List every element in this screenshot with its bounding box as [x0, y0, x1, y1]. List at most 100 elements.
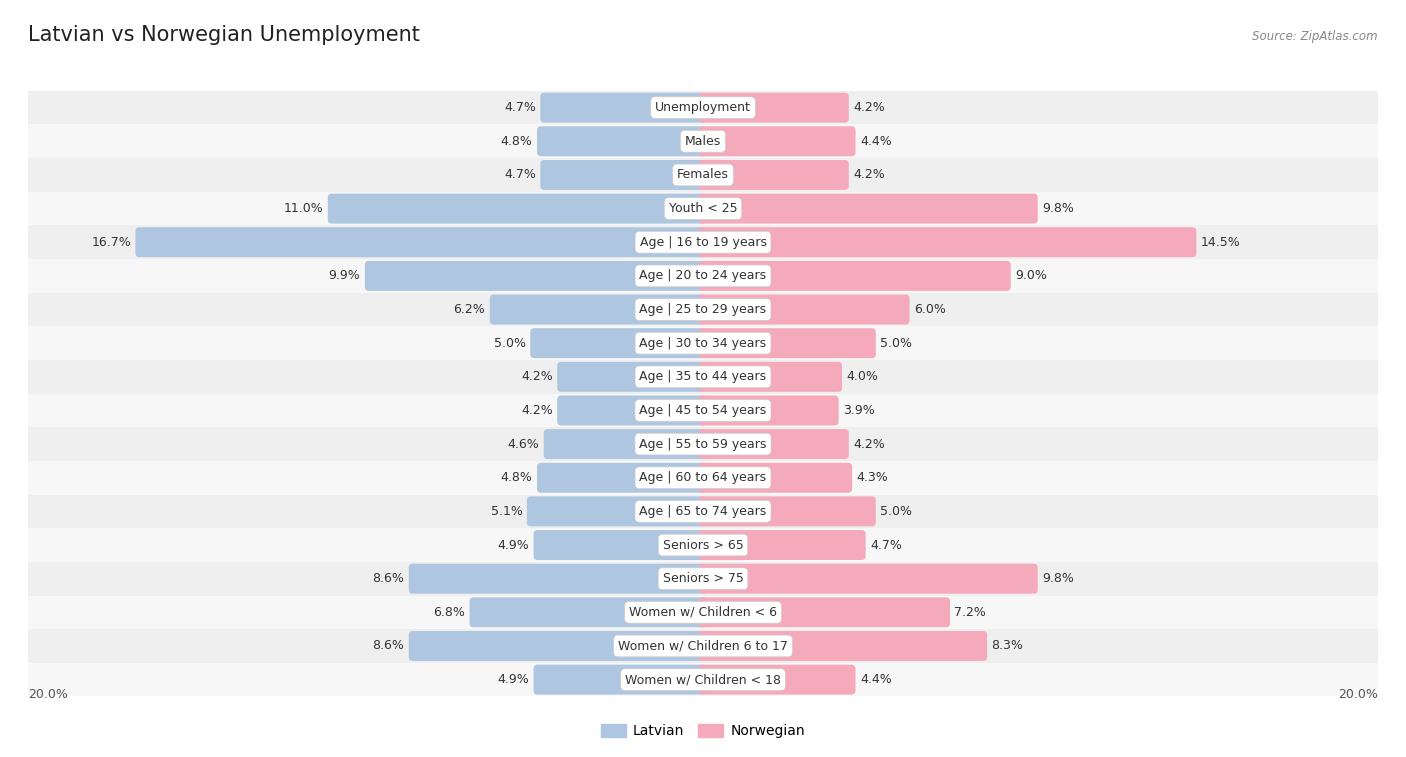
- Text: 7.2%: 7.2%: [955, 606, 986, 618]
- Text: 5.0%: 5.0%: [494, 337, 526, 350]
- Text: Age | 16 to 19 years: Age | 16 to 19 years: [640, 235, 766, 249]
- FancyBboxPatch shape: [699, 160, 849, 190]
- FancyBboxPatch shape: [540, 92, 707, 123]
- FancyBboxPatch shape: [537, 126, 707, 156]
- FancyBboxPatch shape: [699, 631, 987, 661]
- FancyBboxPatch shape: [699, 530, 866, 560]
- FancyBboxPatch shape: [699, 463, 852, 493]
- Text: Age | 35 to 44 years: Age | 35 to 44 years: [640, 370, 766, 383]
- FancyBboxPatch shape: [699, 395, 838, 425]
- Text: Age | 65 to 74 years: Age | 65 to 74 years: [640, 505, 766, 518]
- FancyBboxPatch shape: [557, 395, 707, 425]
- Text: 4.4%: 4.4%: [860, 135, 891, 148]
- Bar: [28, 226, 1378, 259]
- Text: 4.2%: 4.2%: [853, 101, 884, 114]
- Bar: [28, 596, 1378, 629]
- Text: 6.2%: 6.2%: [454, 303, 485, 316]
- Bar: [28, 124, 1378, 158]
- Bar: [28, 562, 1378, 596]
- FancyBboxPatch shape: [328, 194, 707, 223]
- Text: Latvian vs Norwegian Unemployment: Latvian vs Norwegian Unemployment: [28, 26, 420, 45]
- Text: Seniors > 65: Seniors > 65: [662, 538, 744, 552]
- FancyBboxPatch shape: [534, 530, 707, 560]
- Text: 4.2%: 4.2%: [522, 370, 553, 383]
- FancyBboxPatch shape: [489, 294, 707, 325]
- FancyBboxPatch shape: [409, 564, 707, 593]
- Bar: [28, 394, 1378, 427]
- Bar: [28, 326, 1378, 360]
- FancyBboxPatch shape: [699, 597, 950, 628]
- FancyBboxPatch shape: [699, 194, 1038, 223]
- FancyBboxPatch shape: [699, 261, 1011, 291]
- FancyBboxPatch shape: [699, 126, 855, 156]
- Text: Males: Males: [685, 135, 721, 148]
- FancyBboxPatch shape: [699, 294, 910, 325]
- Text: 4.9%: 4.9%: [498, 673, 529, 686]
- Text: Age | 55 to 59 years: Age | 55 to 59 years: [640, 438, 766, 450]
- Bar: [28, 360, 1378, 394]
- FancyBboxPatch shape: [135, 227, 707, 257]
- FancyBboxPatch shape: [699, 564, 1038, 593]
- FancyBboxPatch shape: [699, 497, 876, 526]
- FancyBboxPatch shape: [699, 92, 849, 123]
- Text: 16.7%: 16.7%: [91, 235, 131, 249]
- FancyBboxPatch shape: [699, 227, 1197, 257]
- Text: 4.2%: 4.2%: [853, 438, 884, 450]
- Text: Age | 60 to 64 years: Age | 60 to 64 years: [640, 472, 766, 484]
- FancyBboxPatch shape: [534, 665, 707, 695]
- Text: 4.8%: 4.8%: [501, 472, 533, 484]
- FancyBboxPatch shape: [544, 429, 707, 459]
- FancyBboxPatch shape: [699, 329, 876, 358]
- Text: 4.2%: 4.2%: [522, 404, 553, 417]
- FancyBboxPatch shape: [366, 261, 707, 291]
- Text: Age | 30 to 34 years: Age | 30 to 34 years: [640, 337, 766, 350]
- Text: Women w/ Children < 18: Women w/ Children < 18: [626, 673, 780, 686]
- Text: 4.6%: 4.6%: [508, 438, 540, 450]
- Bar: [28, 461, 1378, 494]
- Text: 9.8%: 9.8%: [1042, 202, 1074, 215]
- Text: 4.8%: 4.8%: [501, 135, 533, 148]
- FancyBboxPatch shape: [557, 362, 707, 392]
- Text: Age | 45 to 54 years: Age | 45 to 54 years: [640, 404, 766, 417]
- Bar: [28, 158, 1378, 192]
- Text: 4.7%: 4.7%: [870, 538, 901, 552]
- FancyBboxPatch shape: [540, 160, 707, 190]
- Text: 6.0%: 6.0%: [914, 303, 946, 316]
- Text: 20.0%: 20.0%: [28, 688, 67, 702]
- Text: 4.7%: 4.7%: [505, 169, 536, 182]
- Text: 4.2%: 4.2%: [853, 169, 884, 182]
- Bar: [28, 293, 1378, 326]
- Bar: [28, 259, 1378, 293]
- Text: Seniors > 75: Seniors > 75: [662, 572, 744, 585]
- Text: Women w/ Children < 6: Women w/ Children < 6: [628, 606, 778, 618]
- Bar: [28, 494, 1378, 528]
- Bar: [28, 91, 1378, 124]
- Text: 4.7%: 4.7%: [505, 101, 536, 114]
- Text: 8.6%: 8.6%: [373, 640, 405, 653]
- FancyBboxPatch shape: [699, 665, 855, 695]
- Text: 8.3%: 8.3%: [991, 640, 1024, 653]
- Text: Age | 20 to 24 years: Age | 20 to 24 years: [640, 269, 766, 282]
- Text: 5.0%: 5.0%: [880, 337, 912, 350]
- FancyBboxPatch shape: [527, 497, 707, 526]
- Text: Females: Females: [678, 169, 728, 182]
- FancyBboxPatch shape: [537, 463, 707, 493]
- FancyBboxPatch shape: [699, 362, 842, 392]
- Text: 8.6%: 8.6%: [373, 572, 405, 585]
- Text: 9.8%: 9.8%: [1042, 572, 1074, 585]
- Bar: [28, 192, 1378, 226]
- Text: 5.1%: 5.1%: [491, 505, 523, 518]
- Text: 6.8%: 6.8%: [433, 606, 465, 618]
- Text: 4.3%: 4.3%: [856, 472, 889, 484]
- Text: 3.9%: 3.9%: [844, 404, 875, 417]
- Text: 20.0%: 20.0%: [1339, 688, 1378, 702]
- Legend: Latvian, Norwegian: Latvian, Norwegian: [596, 719, 810, 744]
- Text: Age | 25 to 29 years: Age | 25 to 29 years: [640, 303, 766, 316]
- Text: 11.0%: 11.0%: [284, 202, 323, 215]
- Bar: [28, 528, 1378, 562]
- Text: 5.0%: 5.0%: [880, 505, 912, 518]
- Bar: [28, 629, 1378, 663]
- Text: 4.4%: 4.4%: [860, 673, 891, 686]
- Text: Unemployment: Unemployment: [655, 101, 751, 114]
- Text: 9.0%: 9.0%: [1015, 269, 1047, 282]
